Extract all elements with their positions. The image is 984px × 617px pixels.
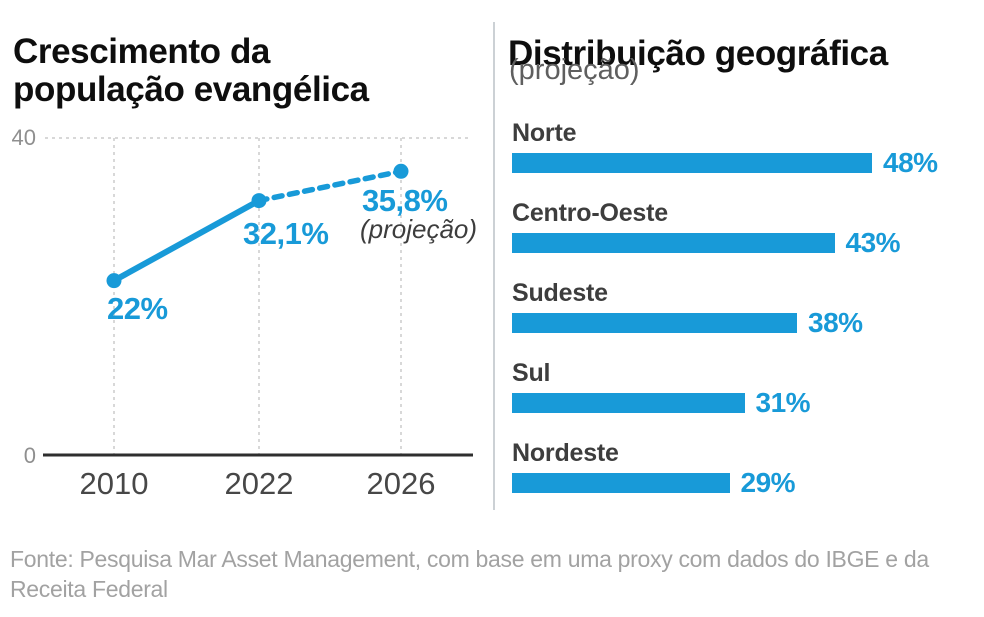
data-point-2026: [393, 163, 409, 179]
bar-row: Centro-Oeste 43%: [512, 199, 984, 258]
bar-category-label: Norte: [512, 119, 577, 147]
bar-row: Sudeste 38%: [512, 279, 984, 338]
bar-category-label: Sul: [512, 359, 551, 387]
bar-chart-panel: Distribuição geográfica (projeção) Norte…: [508, 0, 984, 530]
bar-category-label: Nordeste: [512, 439, 619, 467]
data-point-2022: [251, 193, 267, 209]
y-tick-label: 0: [24, 443, 36, 468]
bar-value-label: 31%: [755, 387, 811, 418]
bar-chart-title: Distribuição geográfica: [508, 34, 888, 74]
bar: [512, 233, 835, 253]
bar: [512, 313, 797, 333]
bar-rows: Norte 48% Centro-Oeste 43% Sudeste 38% Sul 31% N…: [512, 120, 984, 520]
value-label: 32,1%: [243, 216, 328, 251]
source-note: Fonte: Pesquisa Mar Asset Management, co…: [10, 546, 929, 602]
bar-row: Norte 48%: [512, 119, 984, 178]
bar-chart-subtitle: (projeção): [509, 54, 640, 86]
trend-line-projected: [256, 168, 404, 204]
bar-value-label: 29%: [740, 467, 796, 498]
line-chart: 40 0 2010 2022 2026 22% 32,1% 35,8%(projeção): [12, 125, 478, 501]
bar-value-label: 38%: [808, 307, 863, 338]
bar-category-label: Sudeste: [512, 279, 608, 307]
bar-value-label: 48%: [883, 147, 938, 178]
bar-track: 31%: [512, 387, 984, 418]
x-tick-label: 2022: [225, 466, 294, 501]
bar-track: 48%: [512, 147, 984, 178]
y-tick-label: 40: [12, 125, 36, 150]
bar-track: 38%: [512, 307, 984, 338]
bar-row: Nordeste 29%: [512, 439, 984, 498]
line-chart-title: Crescimento da população evangélica: [13, 32, 369, 110]
bar-value-label: 43%: [845, 227, 901, 258]
value-label: 35,8%: [362, 183, 447, 218]
bar-row: Sul 31%: [512, 359, 984, 418]
trend-line-solid: [111, 197, 262, 284]
bar: [512, 153, 872, 173]
bar: [512, 393, 745, 413]
bar: [512, 473, 730, 493]
value-label: 22%: [107, 291, 168, 326]
x-tick-label: 2026: [367, 466, 436, 501]
bar-track: 43%: [512, 227, 984, 258]
data-point-2010: [106, 273, 122, 289]
bar-track: 29%: [512, 467, 984, 498]
panel-divider: [493, 22, 495, 510]
bar-category-label: Centro-Oeste: [512, 199, 668, 227]
x-tick-label: 2010: [80, 466, 149, 501]
projection-annotation: (projeção): [360, 214, 477, 244]
line-chart-panel: Crescimento da população evangélica 40 0 2…: [0, 0, 492, 530]
